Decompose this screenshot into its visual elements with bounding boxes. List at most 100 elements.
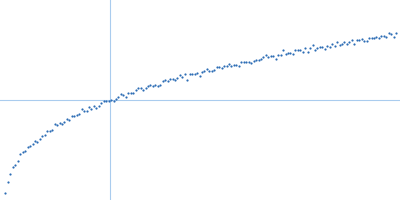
Point	[66, 118, 72, 121]
Point	[332, 44, 338, 48]
Point	[285, 51, 291, 54]
Point	[233, 63, 240, 66]
Point	[380, 34, 387, 37]
Point	[226, 62, 232, 66]
Point	[32, 139, 38, 142]
Point	[145, 85, 151, 88]
Point	[86, 106, 92, 109]
Point	[29, 142, 36, 145]
Point	[162, 78, 168, 81]
Point	[246, 60, 252, 63]
Point	[309, 44, 316, 47]
Point	[78, 107, 85, 111]
Point	[326, 45, 333, 49]
Point	[268, 55, 274, 58]
Point	[169, 78, 176, 81]
Point	[322, 47, 328, 50]
Point	[368, 36, 375, 39]
Point	[339, 42, 345, 45]
Point	[292, 48, 298, 52]
Point	[93, 107, 100, 110]
Point	[186, 72, 193, 75]
Point	[329, 43, 336, 46]
Point	[393, 32, 399, 35]
Point	[142, 87, 149, 90]
Point	[167, 77, 173, 80]
Point	[174, 76, 181, 79]
Point	[125, 91, 132, 94]
Point	[120, 93, 127, 96]
Point	[83, 110, 90, 113]
Point	[270, 55, 276, 58]
Point	[263, 53, 269, 56]
Point	[132, 88, 139, 92]
Point	[98, 101, 104, 105]
Point	[61, 120, 68, 123]
Point	[118, 93, 124, 96]
Point	[128, 91, 134, 95]
Point	[7, 172, 14, 175]
Point	[201, 69, 208, 72]
Point	[69, 115, 75, 118]
Point	[307, 46, 313, 50]
Point	[74, 113, 80, 116]
Point	[297, 48, 304, 51]
Point	[324, 44, 330, 47]
Point	[130, 91, 136, 94]
Point	[199, 71, 205, 74]
Point	[240, 60, 247, 63]
Point	[341, 40, 348, 43]
Point	[354, 39, 360, 42]
Point	[192, 73, 198, 76]
Point	[100, 100, 107, 103]
Point	[378, 35, 384, 38]
Point	[238, 61, 244, 64]
Point	[172, 78, 178, 82]
Point	[216, 66, 222, 69]
Point	[177, 74, 183, 77]
Point	[265, 55, 272, 58]
Point	[300, 50, 306, 53]
Point	[37, 138, 43, 141]
Point	[223, 64, 230, 68]
Point	[272, 57, 279, 60]
Point	[22, 150, 28, 153]
Point	[64, 118, 70, 121]
Point	[336, 43, 343, 46]
Point	[351, 42, 358, 45]
Point	[290, 52, 296, 56]
Point	[204, 67, 210, 70]
Point	[356, 38, 362, 42]
Point	[346, 40, 353, 43]
Point	[386, 31, 392, 34]
Point	[164, 80, 171, 83]
Point	[91, 104, 97, 108]
Point	[147, 83, 154, 86]
Point	[280, 49, 286, 52]
Point	[96, 105, 102, 108]
Point	[194, 72, 200, 75]
Point	[135, 87, 141, 90]
Point	[317, 45, 323, 49]
Point	[184, 78, 190, 81]
Point	[358, 37, 365, 40]
Point	[54, 124, 60, 127]
Point	[106, 99, 112, 102]
Point	[189, 73, 195, 76]
Point	[150, 85, 156, 88]
Point	[196, 74, 203, 77]
Point	[214, 65, 220, 69]
Point	[302, 46, 308, 49]
Point	[366, 36, 372, 39]
Point	[373, 35, 380, 39]
Point	[179, 76, 186, 79]
Point	[123, 95, 129, 98]
Point	[39, 134, 46, 137]
Point	[56, 122, 63, 125]
Point	[44, 129, 50, 132]
Point	[152, 83, 158, 87]
Point	[228, 64, 235, 68]
Point	[34, 140, 41, 143]
Point	[140, 88, 146, 91]
Point	[49, 129, 55, 132]
